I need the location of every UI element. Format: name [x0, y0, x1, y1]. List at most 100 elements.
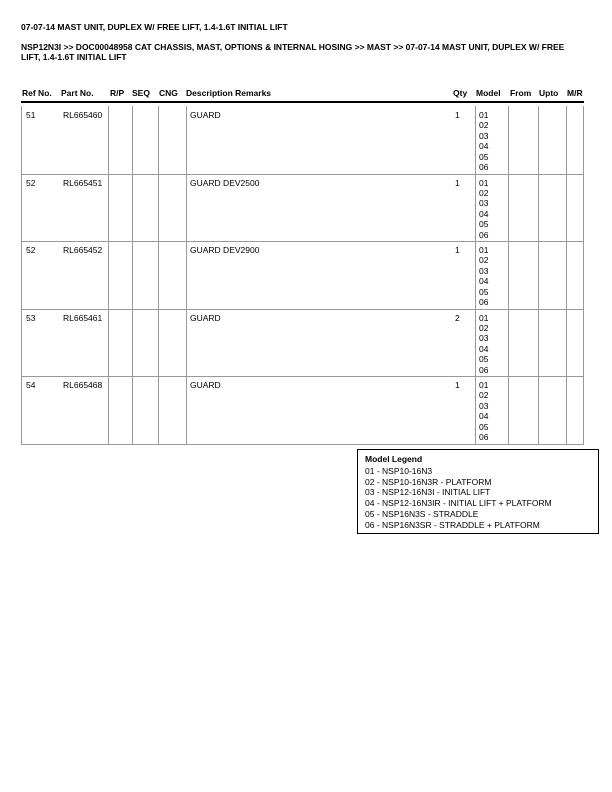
model: 02: [479, 255, 489, 266]
row-border: [21, 443, 584, 445]
cell-border: [583, 308, 584, 376]
description: GUARD DEV2500: [190, 177, 260, 188]
model: 03: [479, 130, 489, 141]
qty: 2: [455, 312, 460, 323]
cell-border: [186, 376, 187, 444]
model: 05: [479, 286, 489, 297]
ref-no: 53: [26, 312, 36, 323]
model: 03: [479, 333, 489, 344]
part-no: RL665451: [63, 177, 103, 188]
column-header: M/R: [567, 88, 583, 98]
cell-border: [108, 241, 109, 309]
cell-border: [508, 308, 509, 376]
column-header: Description Remarks: [186, 88, 272, 98]
cell-border: [132, 376, 133, 444]
model: 06: [479, 432, 489, 442]
breadcrumb: NSP12N3I >> DOC00048958 CAT CHASSIS, MAS…: [21, 42, 565, 62]
description: GUARD: [190, 312, 221, 323]
column-header: From: [510, 88, 532, 98]
cell-border: [538, 241, 539, 309]
column-header: Part No.: [61, 88, 94, 98]
cell-border: [583, 173, 584, 241]
cell-border: [132, 173, 133, 241]
cell-border: [475, 106, 476, 174]
cell-border: [158, 308, 159, 376]
cell-border: [475, 173, 476, 241]
description: GUARD: [190, 380, 221, 390]
legend-entry: 04 - NSP12-16N3IR - INITIAL LIFT + PLATF…: [365, 498, 552, 509]
model: 01: [479, 245, 489, 255]
cell-border: [132, 106, 133, 174]
ref-no: 52: [26, 177, 36, 188]
model: 02: [479, 120, 489, 131]
model: 05: [479, 354, 489, 365]
cell-border: [475, 376, 476, 444]
column-header: Qty: [453, 88, 468, 98]
cell-border: [108, 376, 109, 444]
model: 06: [479, 297, 489, 307]
model: 06: [479, 364, 489, 375]
legend-entry: 05 - NSP16N3S - STRADDLE: [365, 508, 479, 519]
part-no: RL665460: [63, 110, 103, 120]
model: 02: [479, 322, 489, 333]
column-header: Ref No.: [22, 88, 52, 98]
cell-border: [186, 106, 187, 174]
model: 03: [479, 198, 489, 209]
qty: 1: [455, 245, 460, 255]
cell-border: [475, 241, 476, 309]
cell-border: [108, 173, 109, 241]
cell-border: [508, 376, 509, 444]
cell-border: [566, 241, 567, 309]
model: 01: [479, 380, 489, 390]
qty: 1: [455, 177, 460, 188]
model: 02: [479, 187, 489, 198]
ref-no: 52: [26, 245, 36, 255]
cell-border: [132, 308, 133, 376]
cell-border: [538, 173, 539, 241]
legend-entry: 06 - NSP16N3SR - STRADDLE + PLATFORM: [365, 519, 540, 530]
model: 04: [479, 343, 489, 354]
cell-border: [158, 376, 159, 444]
part-no: RL665461: [63, 312, 103, 323]
legend-box: [357, 449, 599, 534]
cell-border: [508, 241, 509, 309]
column-header: Model: [476, 88, 501, 98]
qty: 1: [455, 380, 460, 390]
legend-entry: 01 - NSP10-16N3: [365, 466, 433, 476]
column-header: Upto: [539, 88, 559, 98]
cell-border: [158, 173, 159, 241]
row-border: [21, 241, 584, 242]
model: 04: [479, 411, 489, 422]
cell-border: [21, 173, 22, 241]
cell-border: [566, 173, 567, 241]
cell-border: [158, 106, 159, 174]
row-border: [21, 173, 584, 175]
model: 01: [479, 312, 489, 323]
cell-border: [566, 308, 567, 376]
qty: 1: [455, 110, 460, 120]
model: 05: [479, 151, 489, 162]
model: 02: [479, 390, 489, 401]
row-border: [21, 308, 584, 310]
model: 05: [479, 421, 489, 432]
cell-border: [158, 241, 159, 309]
model: 06: [479, 162, 489, 172]
legend-entry: 03 - NSP12-16N3I - INITIAL LIFT: [365, 487, 491, 498]
cell-border: [186, 241, 187, 309]
cell-border: [186, 308, 187, 376]
cell-border: [566, 106, 567, 174]
cell-border: [21, 376, 22, 444]
legend-entry: 02 - NSP10-16N3R - PLATFORM: [365, 476, 492, 487]
cell-border: [583, 376, 584, 444]
cell-border: [508, 106, 509, 174]
cell-border: [538, 308, 539, 376]
title: 07-07-14 MAST UNIT, DUPLEX W/ FREE LIFT,…: [21, 22, 288, 32]
description: GUARD DEV2900: [190, 245, 260, 255]
model: 01: [479, 177, 489, 188]
cell-border: [21, 106, 22, 174]
part-no: RL665452: [63, 245, 103, 255]
model: 05: [479, 219, 489, 230]
model: 04: [479, 208, 489, 219]
cell-border: [538, 376, 539, 444]
